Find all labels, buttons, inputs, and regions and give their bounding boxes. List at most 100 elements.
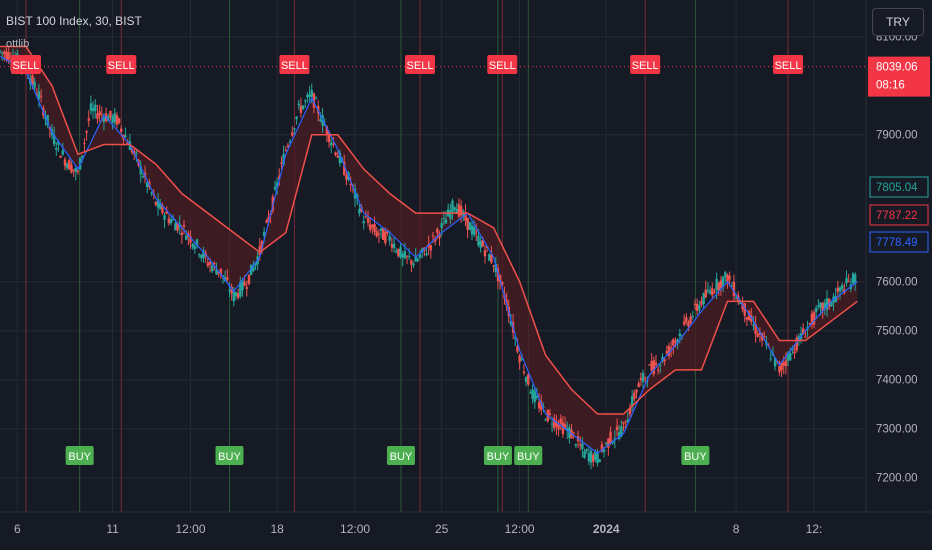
indicator-price-label [869,231,929,253]
candle-body [72,169,75,171]
candle-body [109,110,112,118]
candle-body [711,288,714,296]
candle-body [52,134,56,145]
candle-body [615,426,619,430]
candle-body [635,389,638,393]
candle-body [416,259,420,261]
candle-body [83,142,86,144]
candle-body [483,250,487,257]
candle-body [782,362,785,366]
candle-body [669,347,673,349]
candle-body [414,256,417,262]
candle-body [533,391,536,403]
currency-button[interactable]: TRY [872,8,924,36]
candle-body [689,316,692,324]
candle-body [691,315,694,317]
price-tick-label: 7200.00 [876,473,918,485]
candle-body [769,358,772,360]
candle-body [425,253,428,256]
candle-body [641,372,645,382]
candle-body [262,232,266,236]
candle-body [146,182,149,188]
candle-body [366,217,370,223]
candle-body [202,250,205,259]
buy-label-text: BUY [390,451,413,463]
candle-body [773,357,777,367]
time-tick-label: 12: [806,522,823,536]
candle-body [626,419,630,423]
candle-body [184,235,188,240]
sell-label-text: SELL [775,60,802,72]
candle-body [557,424,560,430]
sell-label [279,55,310,74]
candle-body [810,313,814,326]
candle-body [488,254,491,261]
candle-body [756,333,759,337]
candle-body [544,419,547,421]
sell-label [630,55,661,74]
candle-body [100,114,103,116]
symbol-title[interactable]: BIST 100 Index, 30, BIST [6,14,142,28]
ott-line [0,45,858,415]
indicator-price-value: 7805.04 [876,182,918,194]
candle-body [230,286,233,294]
buy-label [215,446,244,465]
candle-body [550,423,554,425]
candle-body [685,317,688,323]
candle-body [226,277,229,280]
candle-body [661,356,664,362]
candle-body [336,155,339,158]
candle-body [509,321,513,325]
candle-body [594,451,597,460]
candle-body [349,183,352,186]
candle-body [793,351,796,354]
candle-body [299,105,303,113]
candle-body [392,243,396,248]
candle-body [76,170,80,172]
candle-body [254,262,257,266]
candle-body [453,207,456,210]
candle-body [412,263,415,266]
candle-body [522,371,526,373]
candle-body [431,235,435,237]
candle-body [403,250,407,259]
indicator-label[interactable]: ottlib [6,38,30,50]
candle-body [652,360,656,374]
candle-body [26,77,30,79]
candle-body [572,432,575,434]
candle-body [165,210,168,214]
candle-body [3,51,6,55]
candle-body [851,273,855,284]
candle-body [637,383,640,388]
candle-body [607,438,610,448]
candle-body [475,231,478,233]
candle-body [35,94,39,96]
candle-body [182,225,186,227]
candle-body [449,210,452,219]
countdown-timer: 08:16 [876,80,905,92]
candle-body [442,218,446,220]
candle-body [516,346,519,352]
candle-body [812,311,816,325]
candle-body [823,302,827,309]
candle-body [676,339,679,344]
candle-body [715,278,718,291]
candle-body [830,302,833,307]
candle-body [215,269,218,275]
candle-body [472,227,476,235]
candle-body [301,105,305,110]
candle-body [520,358,523,361]
candle-body [362,221,365,224]
candle-body [821,302,824,311]
price-tick-label: 7600.00 [876,277,918,289]
candle-body [308,94,311,97]
candle-body [334,152,337,155]
candle-body [433,238,437,242]
candle-body [388,235,391,241]
candle-body [327,132,331,143]
candle-body [407,256,411,258]
buy-label-text: BUY [218,451,241,463]
candle-body [643,377,647,379]
indicator-price-label [869,204,929,226]
